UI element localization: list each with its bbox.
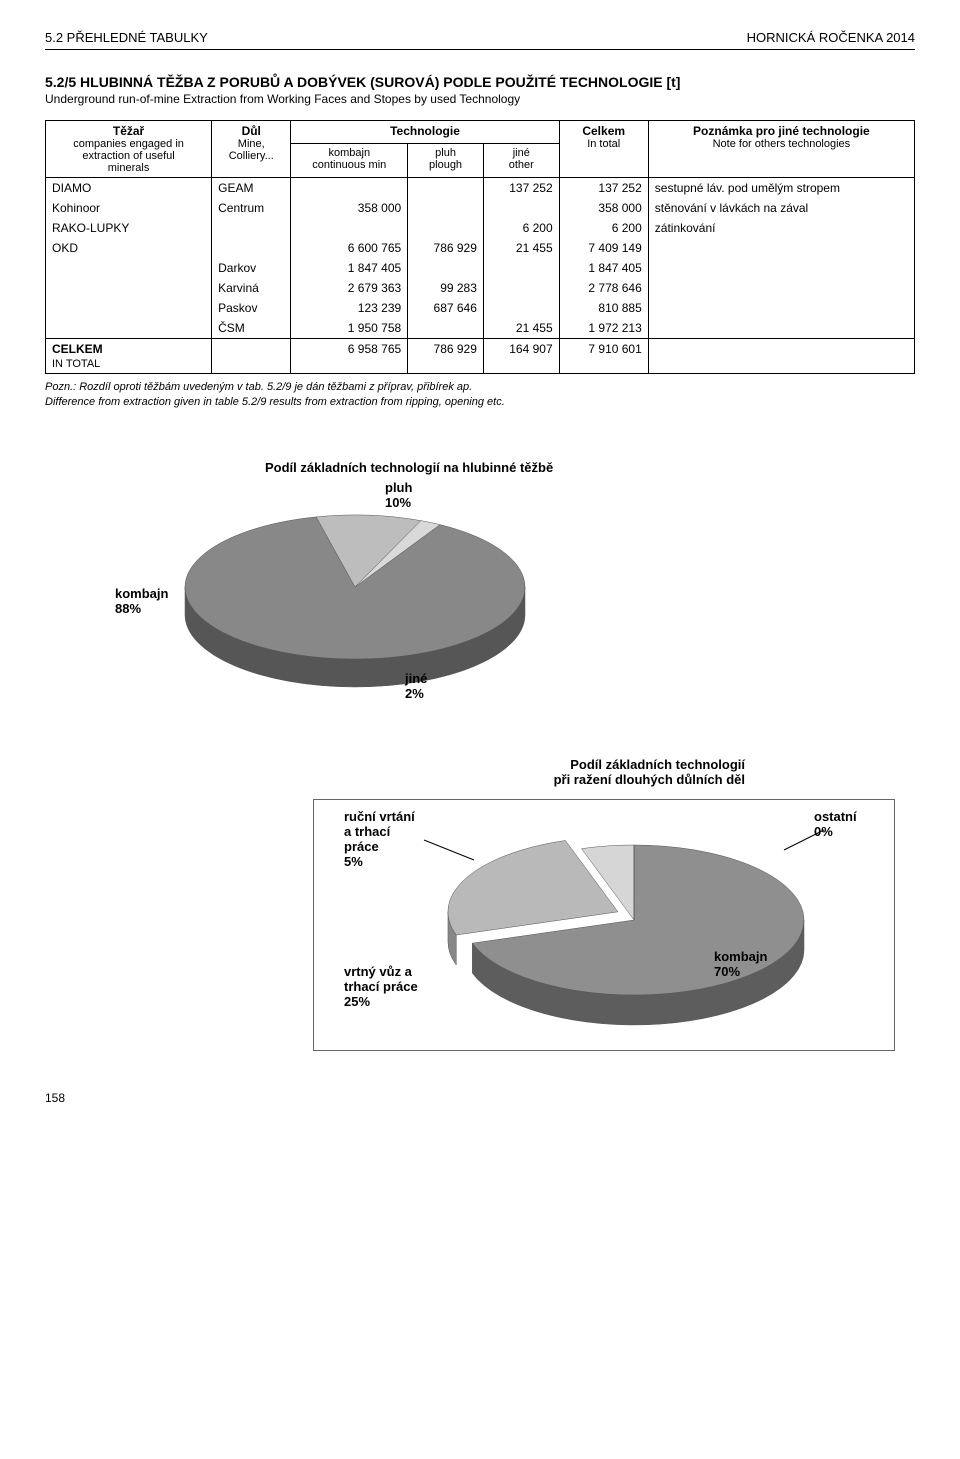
th-dul: Důl	[218, 124, 284, 138]
th-tezar-sub3: minerals	[52, 162, 205, 174]
chart2-label-kombajn: kombajn70%	[714, 950, 767, 980]
th-jine: jiné	[490, 147, 553, 159]
chart2-label-rucni: ruční vrtánía trhacípráce5%	[344, 810, 415, 870]
th-dul-sub2: Colliery...	[218, 150, 284, 162]
th-note: Poznámka pro jiné technologie	[655, 124, 908, 138]
th-jine2: other	[490, 159, 553, 171]
chart2-label-vrtny: vrtný vůz atrhací práce25%	[344, 965, 418, 1010]
th-tezar-sub1: companies engaged in	[52, 138, 205, 150]
table-row: Paskov123 239687 646810 885	[46, 298, 915, 318]
table-row: OKD6 600 765786 92921 4557 409 149	[46, 238, 915, 258]
total-j: 164 907	[483, 339, 559, 374]
header-left: 5.2 PŘEHLEDNÉ TABULKY	[45, 30, 208, 45]
chart1-label-jine: jiné2%	[405, 672, 427, 702]
th-tezar: Těžař	[52, 124, 205, 138]
total-p: 786 929	[408, 339, 484, 374]
header-right: HORNICKÁ ROČENKA 2014	[747, 30, 915, 45]
page-number: 158	[45, 1091, 915, 1105]
chart2-label-ostatni: ostatní0%	[814, 810, 857, 840]
th-dul-sub1: Mine,	[218, 138, 284, 150]
table-row: Karviná2 679 36399 2832 778 646	[46, 278, 915, 298]
total-label: CELKEM	[52, 342, 103, 356]
th-kombajn: kombajn	[297, 147, 401, 159]
footnote-1: Pozn.: Rozdíl oproti těžbám uvedeným v t…	[45, 381, 472, 393]
footnote-2: Difference from extraction given in tabl…	[45, 396, 505, 408]
table-row: DIAMOGEAM137 252137 252sestupné láv. pod…	[46, 178, 915, 199]
total-k: 6 958 765	[291, 339, 408, 374]
table-row: Darkov1 847 4051 847 405	[46, 258, 915, 278]
chart1-label-kombajn: kombajn88%	[115, 587, 168, 617]
th-note-sub: Note for others technologies	[655, 138, 908, 150]
main-table: Těžař companies engaged in extraction of…	[45, 120, 915, 374]
th-kombajn2: continuous min	[297, 159, 401, 171]
th-celkem: Celkem	[566, 124, 642, 138]
section-subtitle: Underground run-of-mine Extraction from …	[45, 92, 915, 106]
th-pluh: pluh	[414, 147, 477, 159]
table-row: KohinoorCentrum358 000358 000stěnování v…	[46, 198, 915, 218]
th-tezar-sub2: extraction of useful	[52, 150, 205, 162]
th-pluh2: plough	[414, 159, 477, 171]
chart1-label-pluh: pluh10%	[385, 481, 412, 511]
th-celkem-sub: In total	[566, 138, 642, 150]
table-row: RAKO-LUPKY6 2006 200zátinkování	[46, 218, 915, 238]
chart2-title: Podíl základních technologií při ražení …	[45, 757, 915, 787]
section-title: 5.2/5 HLUBINNÁ TĚŽBA Z PORUBŮ A DOBÝVEK …	[45, 74, 915, 90]
chart1-title: Podíl základních technologií na hlubinné…	[45, 460, 915, 475]
total-label-sub: IN TOTAL	[52, 358, 100, 370]
total-c: 7 910 601	[559, 339, 648, 374]
th-technologie: Technologie	[291, 121, 559, 144]
table-row: ČSM1 950 75821 4551 972 213	[46, 318, 915, 339]
